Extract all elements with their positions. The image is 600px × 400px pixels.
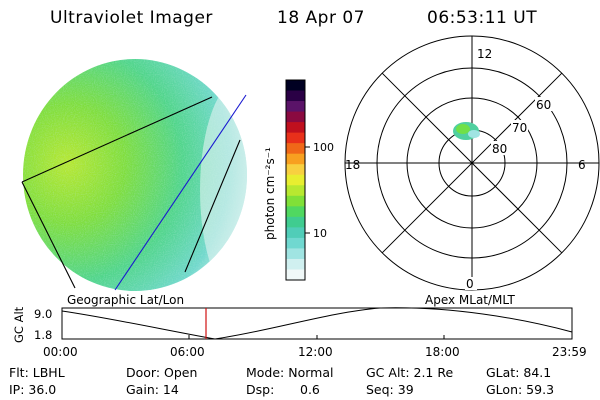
gain-readout: Gain: 14 <box>126 382 179 397</box>
y-tick-1-8: 1.8 <box>34 328 52 342</box>
colorbar-tick-100: 100 <box>313 141 334 154</box>
aurora-blob-edge <box>468 130 480 138</box>
aurora-blob-core <box>456 124 470 134</box>
polar-axis-diagonal <box>381 72 563 254</box>
polar-dial: 12 18 6 0 60 70 80 <box>344 35 600 291</box>
glon-readout: GLon: 59.3 <box>486 382 555 397</box>
timeline-frame <box>61 307 573 340</box>
mode-readout: Mode: Normal <box>246 365 334 380</box>
glat-readout: GLat: 84.1 <box>486 365 552 380</box>
meridian-line <box>21 181 76 289</box>
x-tick-1800: 18:00 <box>425 345 460 359</box>
seq-readout: Seq: 39 <box>366 382 414 397</box>
filter-readout: Flt: LBHL <box>9 365 65 380</box>
colorbar-frame <box>285 79 306 281</box>
altitude-timeline: Geographic Lat/Lon Apex MLat/MLT 9.0 1.8… <box>12 293 587 359</box>
colorbar-segment <box>286 269 305 281</box>
timeline-left-title: Geographic Lat/Lon <box>67 293 184 307</box>
colorbar-segment <box>286 216 305 228</box>
label-bg <box>476 46 492 60</box>
colorbar-segment <box>286 206 305 218</box>
colorbar-segment <box>286 122 305 134</box>
ip-readout: IP: 36.0 <box>9 382 57 397</box>
colorbar-tick-10: 10 <box>313 227 327 240</box>
label-bg <box>491 141 508 155</box>
colorbar <box>286 80 305 281</box>
mlt-label-12: 12 <box>477 47 492 61</box>
lat-label-80: 80 <box>492 142 507 156</box>
mlt-label-0: 0 <box>466 277 474 291</box>
label-bg <box>535 97 552 111</box>
colorbar-segment <box>286 143 305 155</box>
colorbar-unit-label: photon cm⁻²s⁻¹ <box>263 147 277 240</box>
door-readout: Door: Open <box>126 365 198 380</box>
gc-alt-readout: GC Alt: 2.1 Re <box>366 365 454 380</box>
x-tick-0600: 06:00 <box>170 345 205 359</box>
mlt-label-6: 6 <box>578 158 586 172</box>
date-label: 18 Apr 07 <box>277 8 365 28</box>
colorbar-segment <box>286 164 305 176</box>
terminator-line <box>114 94 247 291</box>
colorbar-segment <box>286 153 305 165</box>
colorbar-segment <box>286 111 305 123</box>
dsp-label: Dsp: <box>246 382 275 397</box>
colorbar-segment <box>286 258 305 271</box>
lat-label-70: 70 <box>512 121 527 135</box>
label-bg <box>511 120 528 134</box>
dsp-value: 0.6 <box>300 382 320 397</box>
x-tick-1200: 12:00 <box>298 345 333 359</box>
time-label: 06:53:11 UT <box>427 8 538 28</box>
timeline-ylabel: GC Alt <box>12 306 26 343</box>
y-tick-9: 9.0 <box>34 307 52 321</box>
colorbar-segment <box>286 248 305 260</box>
timeline-right-title: Apex MLat/MLT <box>425 293 515 307</box>
image-limb-glow <box>200 80 247 291</box>
colorbar-segment <box>286 227 305 239</box>
colorbar-segment <box>286 90 305 102</box>
colorbar-segment <box>286 195 305 207</box>
instrument-title: Ultraviolet Imager <box>50 8 213 28</box>
x-tick-0000: 00:00 <box>43 345 78 359</box>
colorbar-segment <box>286 174 305 186</box>
meridian-line <box>21 96 213 183</box>
colorbar-segment <box>286 185 305 197</box>
colorbar-segment <box>286 80 305 92</box>
meridian-line <box>184 139 241 273</box>
colorbar-segment <box>286 132 305 144</box>
label-bg <box>465 277 477 290</box>
mlt-label-18: 18 <box>345 158 360 172</box>
x-tick-2359: 23:59 <box>552 345 587 359</box>
lat-label-60: 60 <box>536 98 551 112</box>
auroral-image <box>21 59 247 291</box>
colorbar-segment <box>286 101 305 113</box>
colorbar-segment <box>286 237 305 250</box>
altitude-curve <box>61 307 573 340</box>
